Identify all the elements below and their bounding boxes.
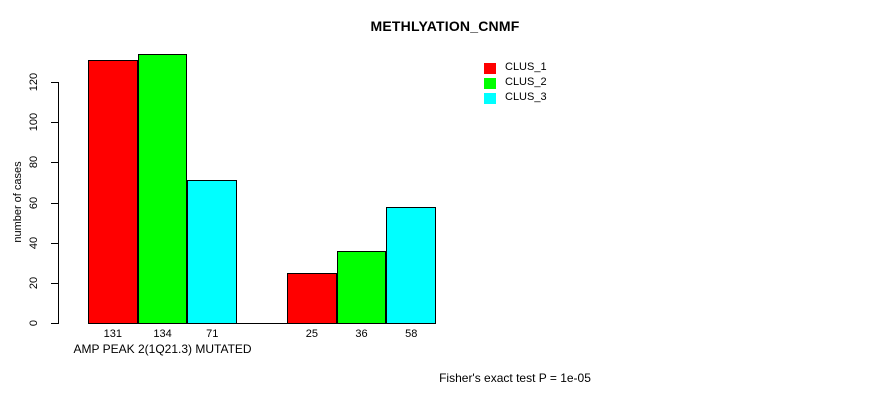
y-axis-tick-label-wrap: 80 — [20, 155, 46, 169]
y-axis-tick-label: 60 — [28, 196, 40, 209]
y-axis-tick-label-wrap: 0 — [20, 316, 46, 330]
bar — [88, 59, 138, 324]
x-axis-group-label: AMP PEAK 2(1Q21.3) MUTATED — [73, 342, 252, 356]
bar — [287, 272, 337, 324]
y-axis-tick-label: 120 — [28, 72, 40, 92]
y-axis-tick-mark — [51, 202, 59, 204]
bar-value-label: 36 — [355, 328, 368, 340]
bar — [386, 206, 437, 324]
y-axis-tick-mark — [51, 242, 59, 244]
bar-value-label: 58 — [405, 328, 418, 340]
bar — [187, 180, 238, 324]
legend-item-label: CLUS_2 — [505, 76, 547, 88]
page-title: METHLYATION_CNMF — [370, 18, 520, 34]
y-axis-tick-label-wrap: 120 — [20, 73, 46, 91]
y-axis-tick-label: 20 — [28, 276, 40, 289]
footer-annotation: Fisher's exact test P = 1e-05 — [439, 371, 591, 385]
y-axis-tick-label: 40 — [28, 236, 40, 249]
x-axis-baseline — [88, 323, 437, 324]
y-axis-tick-label-wrap: 40 — [20, 236, 46, 250]
y-axis-tick-mark — [51, 82, 59, 83]
bar-value-label: 71 — [206, 328, 219, 340]
y-axis-tick-label: 80 — [28, 156, 40, 169]
bar — [336, 250, 387, 324]
bar-value-label: 131 — [103, 328, 123, 340]
y-axis-tick-mark — [51, 323, 59, 324]
legend-color-swatch — [484, 93, 496, 104]
bar — [137, 53, 188, 324]
y-axis-tick-mark — [51, 122, 59, 124]
y-axis-tick-label-wrap: 60 — [20, 196, 46, 210]
y-axis-tick-mark — [51, 282, 59, 284]
legend-item-label: CLUS_1 — [505, 61, 547, 73]
legend-color-swatch — [484, 63, 496, 74]
legend-color-swatch — [484, 78, 496, 89]
y-axis-tick-label: 100 — [28, 112, 40, 132]
bar-value-label: 134 — [153, 328, 172, 340]
bar-value-label: 25 — [305, 328, 318, 340]
y-axis-tick-label-wrap: 100 — [20, 113, 46, 131]
legend-item-label: CLUS_3 — [505, 91, 547, 103]
y-axis-tick-label: 0 — [28, 319, 40, 327]
y-axis-tick-mark — [51, 162, 59, 164]
y-axis-tick-label-wrap: 20 — [20, 276, 46, 290]
